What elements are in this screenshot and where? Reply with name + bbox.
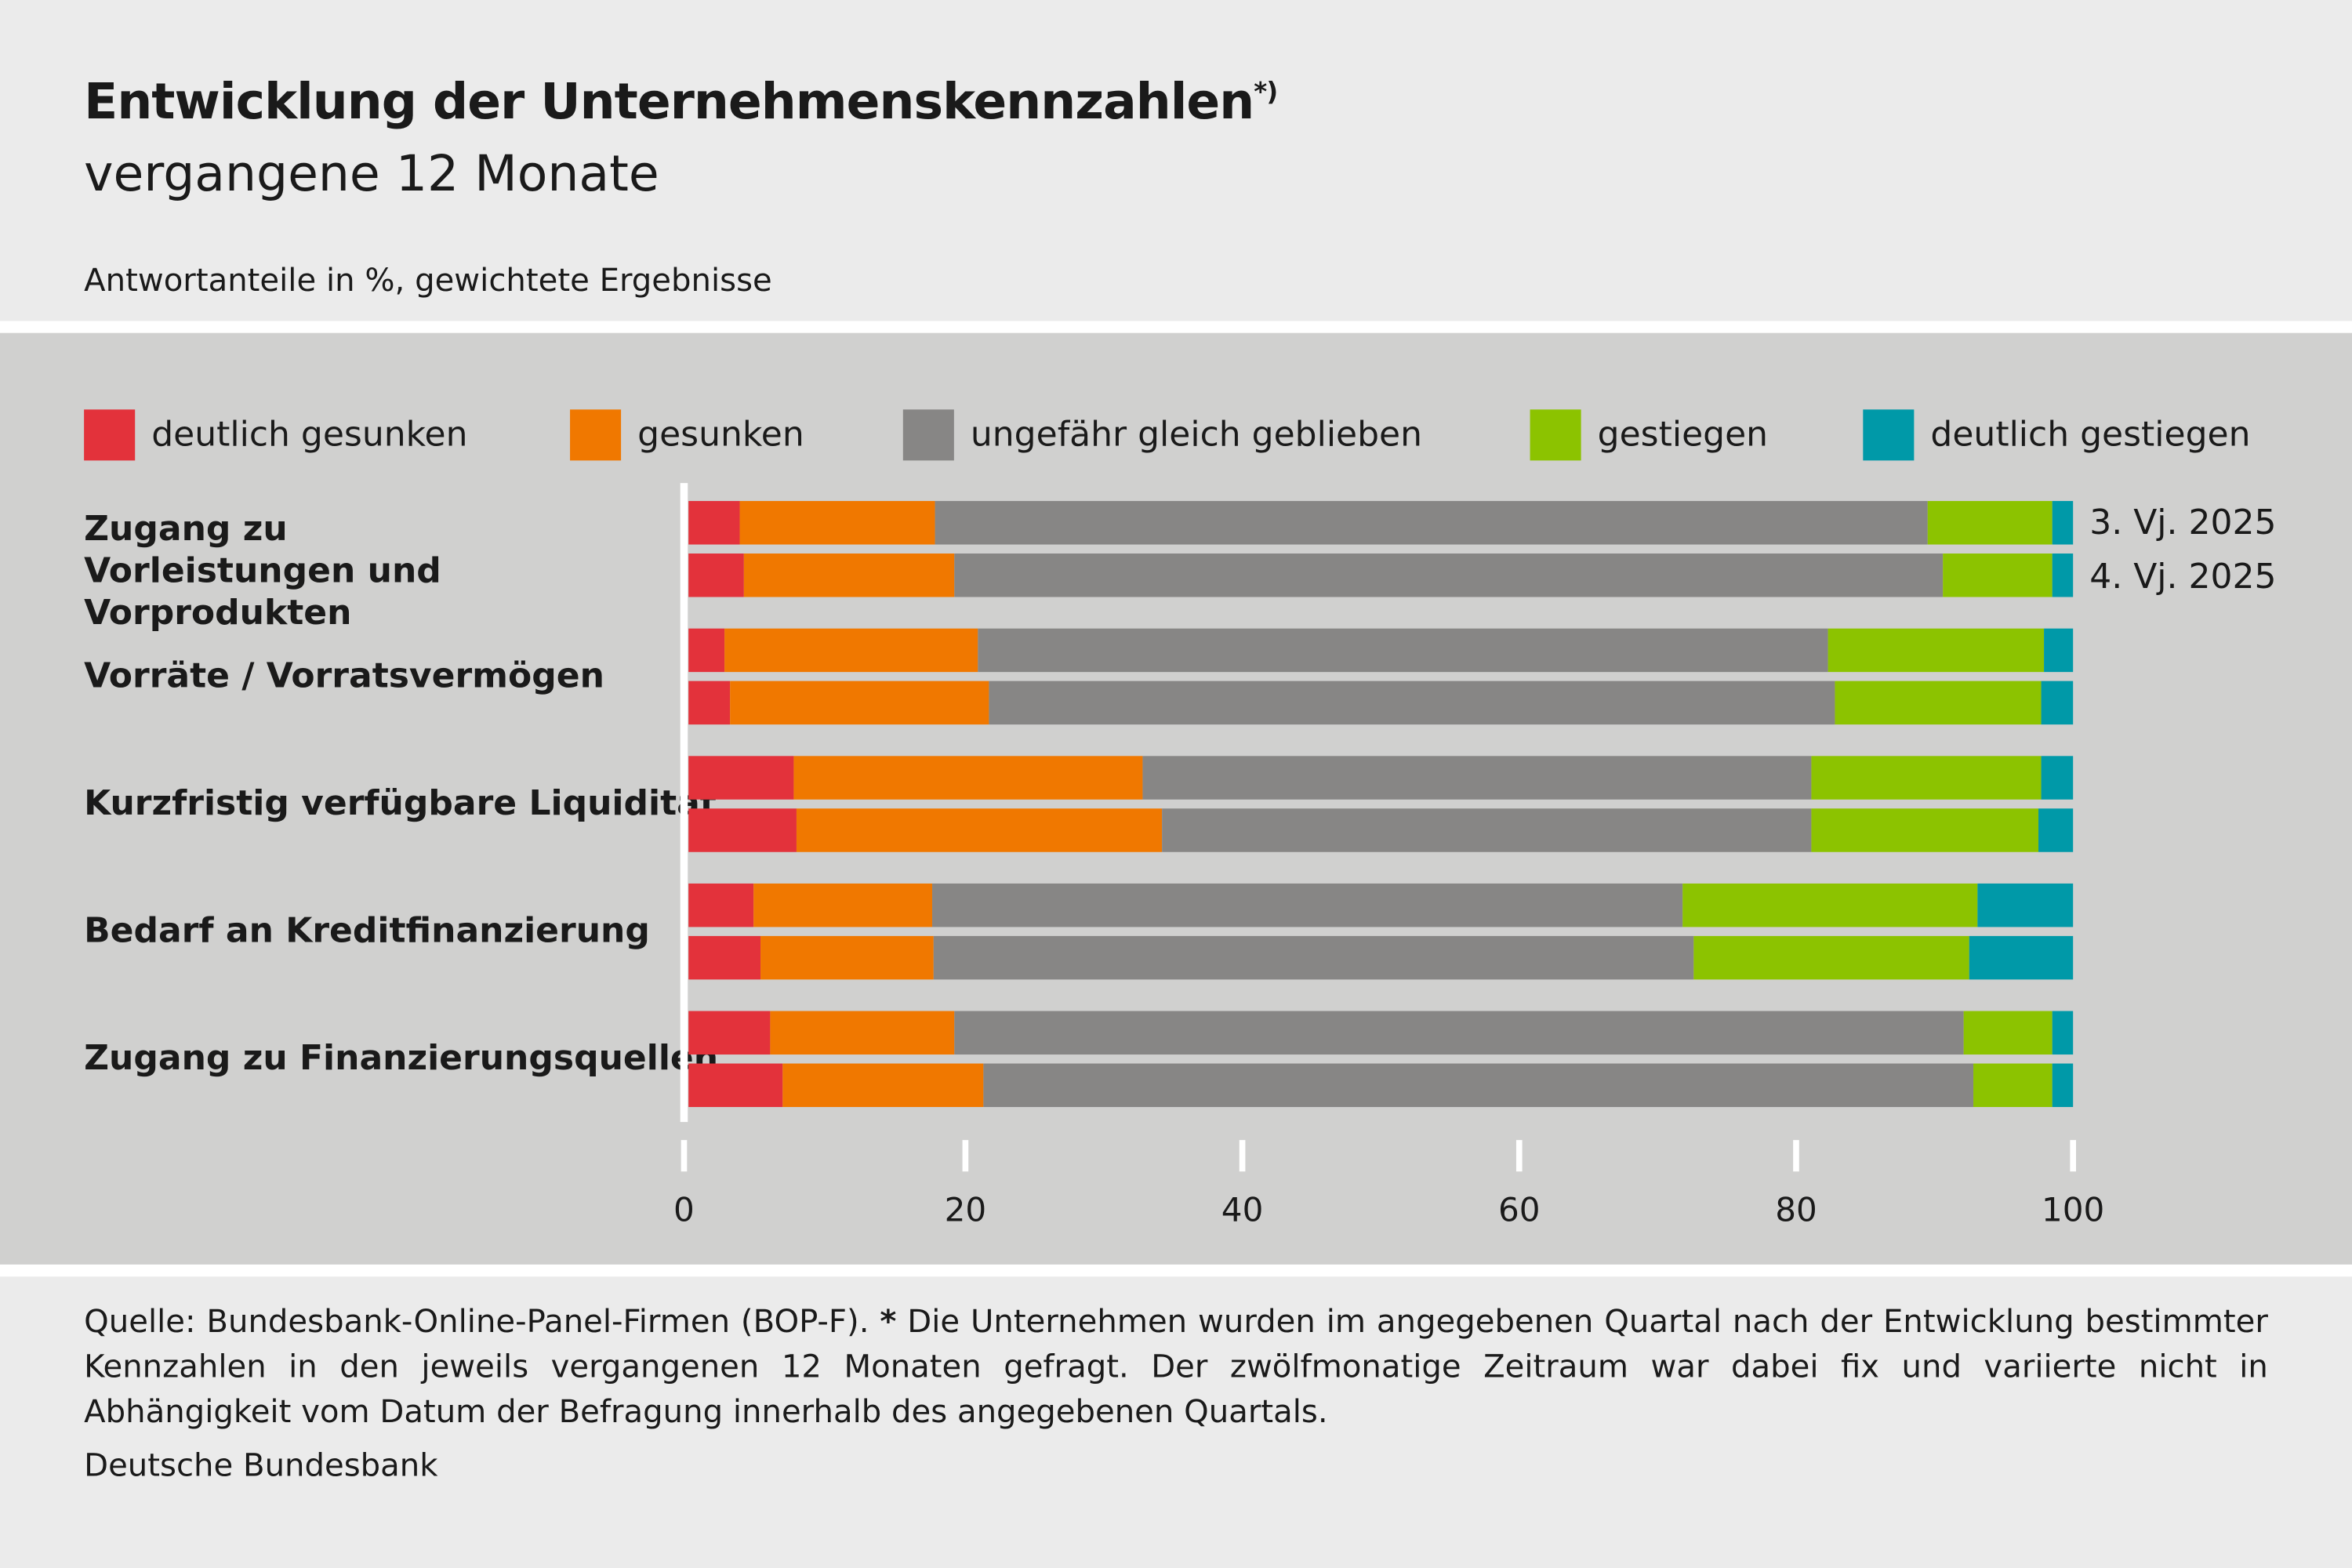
category-label: Vorräte / Vorratsvermögen	[84, 657, 604, 696]
x-tick-label: 80	[1775, 1190, 1817, 1229]
organization: Deutsche Bundesbank	[84, 1447, 438, 1484]
category-label: Bedarf an Kreditfinanzierung	[84, 912, 650, 952]
bar-segment	[688, 883, 754, 927]
title-footnote-mark: *)	[1254, 78, 1278, 108]
bar-segment	[782, 1063, 984, 1108]
bar-segment	[954, 1011, 1964, 1055]
bar-segment	[688, 1011, 771, 1055]
bar-segment	[1142, 756, 1812, 800]
bar-segment	[1969, 935, 2074, 980]
bar-segment	[770, 1011, 955, 1055]
divider	[0, 1264, 2352, 1277]
bar-segment	[1811, 808, 2039, 852]
bar-segment	[2052, 501, 2074, 545]
bar-segment	[2038, 808, 2074, 852]
bar-segment	[1927, 501, 2053, 545]
bar-segment	[688, 628, 725, 673]
bar-segment	[2041, 681, 2074, 725]
divider	[0, 321, 2352, 333]
bar-segment	[2052, 1063, 2074, 1108]
footnote-star: *	[880, 1303, 897, 1340]
bar-segment	[688, 554, 744, 597]
bar-segment	[688, 756, 794, 800]
chart-title: Entwicklung der Unternehmenskennzahlen*)	[84, 71, 1278, 131]
bar-segment	[989, 681, 1835, 725]
bar-segment	[1682, 883, 1978, 927]
x-tick-label: 40	[1221, 1190, 1264, 1229]
legend-item: ungefähr gleich geblieben	[902, 409, 1423, 461]
bar-segment	[1963, 1011, 2053, 1055]
bar-segment	[1811, 756, 2042, 800]
x-tick-label: 0	[673, 1190, 695, 1229]
bar-segment	[978, 628, 1828, 673]
bar-segment	[1973, 1063, 2053, 1108]
bar-segment	[739, 501, 935, 545]
legend-swatch	[570, 409, 622, 461]
period-label: 3. Vj. 2025	[2089, 503, 2277, 543]
legend-label: gestiegen	[1597, 415, 1769, 455]
bar-segment	[724, 628, 978, 673]
bar-segment	[2044, 628, 2074, 673]
bar-segment	[793, 756, 1143, 800]
legend-item: deutlich gesunken	[84, 409, 468, 461]
bar-segment	[688, 681, 731, 725]
legend-swatch	[1863, 409, 1915, 461]
x-tick-label: 100	[2042, 1190, 2104, 1229]
bar-segment	[760, 935, 934, 980]
bar-segment	[688, 501, 740, 545]
x-tick-label: 20	[945, 1190, 987, 1229]
legend-label: deutlich gesunken	[151, 415, 468, 455]
bar-segment	[2052, 554, 2074, 597]
bar-segment	[2052, 1011, 2074, 1055]
bar-segment	[730, 681, 989, 725]
legend-item: deutlich gestiegen	[1863, 409, 2251, 461]
bar-segment	[1693, 935, 1969, 980]
bar-segment	[796, 808, 1163, 852]
bar-segment	[688, 1063, 783, 1108]
bar-segment	[1835, 681, 2042, 725]
category-label: Zugang zu Vorleistungen und Vorprodukten	[84, 510, 441, 633]
bar-segment	[688, 808, 797, 852]
bar-segment	[753, 883, 933, 927]
bar-segment	[1977, 883, 2074, 927]
x-tick-label: 60	[1498, 1190, 1541, 1229]
legend-item: gesunken	[570, 409, 804, 461]
legend-swatch	[902, 409, 954, 461]
period-label: 4. Vj. 2025	[2089, 557, 2277, 597]
bar-segment	[935, 501, 1928, 545]
legend-item: gestiegen	[1530, 409, 1769, 461]
bar-segment	[2041, 756, 2074, 800]
legend-label: deutlich gestiegen	[1930, 415, 2251, 455]
legend-swatch	[84, 409, 136, 461]
bar-segment	[688, 935, 761, 980]
legend-swatch	[1530, 409, 1581, 461]
source-note: Quelle: Bundesbank-Online-Panel-Firmen (…	[84, 1299, 2268, 1434]
unit-note: Antwortanteile in %, gewichtete Ergebnis…	[84, 262, 772, 299]
title-text: Entwicklung der Unternehmenskennzahlen	[84, 71, 1254, 131]
source-text: Quelle: Bundesbank-Online-Panel-Firmen (…	[84, 1303, 869, 1340]
footnote-text: Die Unternehmen wurden im angegebenen Qu…	[84, 1303, 2268, 1430]
chart-subtitle: vergangene 12 Monate	[84, 143, 659, 203]
bar-segment	[1943, 554, 2053, 597]
bar-segment	[954, 554, 1944, 597]
bar-segment	[1828, 628, 2045, 673]
legend-label: gesunken	[637, 415, 804, 455]
bar-segment	[743, 554, 955, 597]
category-label: Kurzfristig verfügbare Liquidität	[84, 784, 717, 824]
bar-segment	[1162, 808, 1812, 852]
bar-segment	[933, 935, 1694, 980]
category-label: Zugang zu Finanzierungsquellen	[84, 1039, 719, 1079]
legend-label: ungefähr gleich geblieben	[970, 415, 1423, 455]
bar-segment	[932, 883, 1683, 927]
bar-segment	[983, 1063, 1974, 1108]
